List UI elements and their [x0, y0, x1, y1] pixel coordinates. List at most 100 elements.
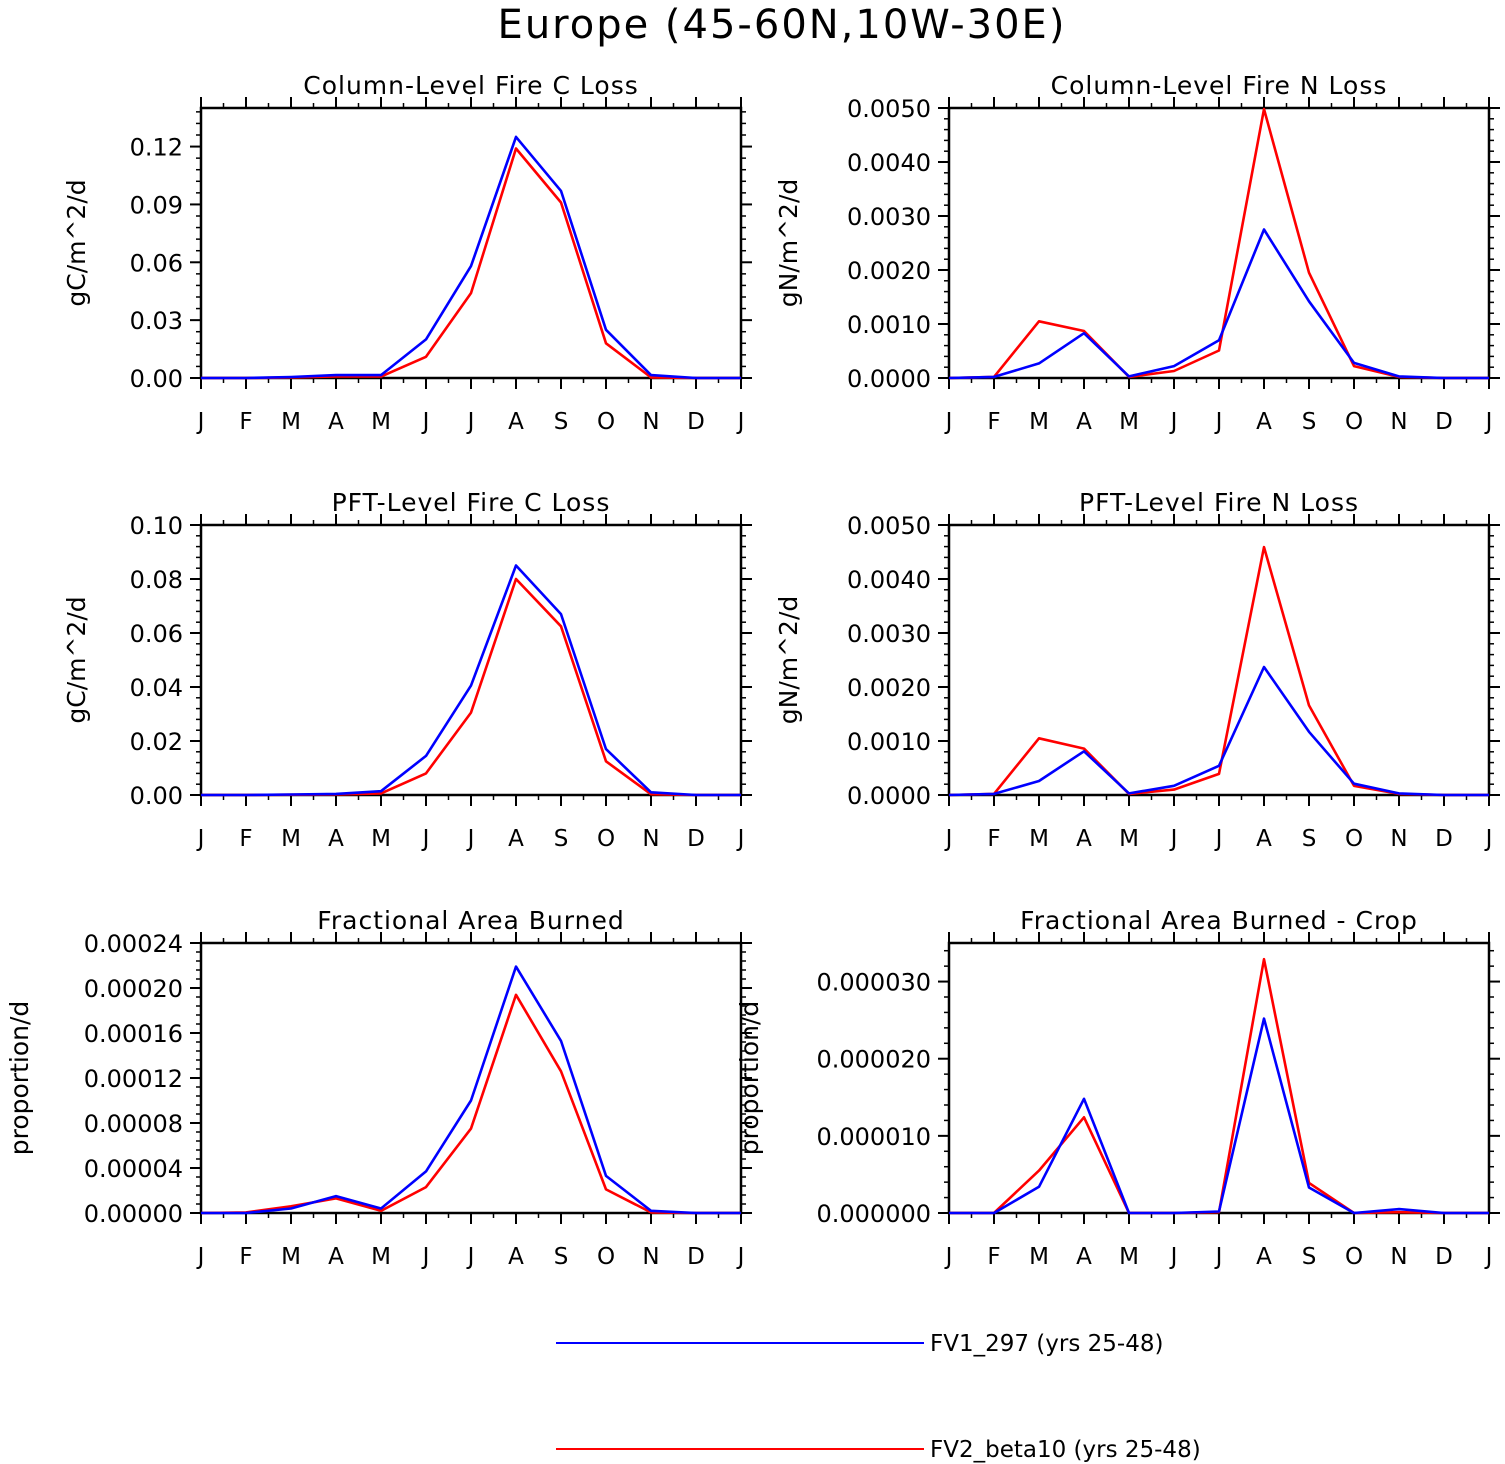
x-tick-label: A	[1256, 1244, 1272, 1270]
y-tick-label: 0.0030	[847, 620, 931, 648]
x-tick-label: J	[421, 1244, 430, 1270]
series-line-1	[201, 135, 741, 380]
y-tick-label: 0.08	[130, 566, 183, 594]
x-tick-label: M	[1119, 409, 1139, 435]
x-tick-label: A	[328, 409, 344, 435]
series-line-1	[948, 665, 1489, 797]
x-tick-label: S	[1302, 1244, 1317, 1270]
y-tick-label: 0.06	[130, 620, 183, 648]
x-tick-label: F	[239, 1244, 252, 1270]
chart-title: PFT-Level Fire C Loss	[332, 488, 611, 517]
series-line-1	[201, 965, 741, 1215]
y-tick-label: 0.000010	[816, 1123, 931, 1151]
y-tick-label: 0.0050	[847, 512, 931, 540]
figure-title: Europe (45-60N,10W-30E)	[498, 2, 1067, 48]
x-tick-label: A	[328, 1244, 344, 1270]
x-tick-label: N	[1390, 826, 1407, 852]
series-line-1	[201, 564, 741, 797]
x-tick-label: S	[554, 1244, 569, 1270]
y-tick-label: 0.00	[130, 365, 183, 393]
y-tick-label: 0.0010	[847, 311, 931, 339]
y-tick-label: 0.000000	[816, 1200, 931, 1228]
chart-panel-6: Fractional Area Burned - Crop J F M A M J J A S O N…	[735, 906, 1500, 1270]
x-tick-label: J	[736, 826, 745, 852]
x-tick-label: M	[281, 826, 301, 852]
x-tick-label: A	[1076, 826, 1092, 852]
x-tick-label: D	[687, 826, 705, 852]
x-tick-label: M	[371, 409, 391, 435]
chart-panels: Column-Level Fire C Loss J F M A M J J A S O N D J 0.0…	[5, 71, 1500, 1270]
x-tick-label: O	[1345, 409, 1363, 435]
chart-panel-3: PFT-Level Fire C Loss J F M A M J J A S O N D J 0.00 0.…	[62, 488, 752, 852]
y-tick-label: 0.0010	[847, 728, 931, 756]
x-tick-label: M	[1119, 826, 1139, 852]
x-tick-label: J	[466, 409, 475, 435]
x-tick-label: J	[1214, 826, 1223, 852]
x-tick-label: A	[1076, 409, 1092, 435]
x-tick-label: M	[1029, 409, 1049, 435]
chart-title: Fractional Area Burned	[317, 906, 624, 935]
x-tick-label: J	[421, 409, 430, 435]
x-tick-label: J	[196, 826, 205, 852]
x-tick-label: F	[987, 826, 1000, 852]
x-tick-label: F	[987, 409, 1000, 435]
y-tick-label: 0.00004	[84, 1155, 183, 1183]
y-tick-label: 0.00000	[84, 1200, 183, 1228]
chart-panel-4: PFT-Level Fire N Loss J F M A M J J A S O N D J 0.0000…	[774, 488, 1500, 852]
x-tick-label: A	[508, 826, 524, 852]
x-tick-label: N	[642, 409, 659, 435]
plot-frame	[947, 523, 1491, 797]
x-tick-label: J	[1484, 409, 1493, 435]
x-tick-label: O	[597, 1244, 615, 1270]
y-tick-label: 0.00024	[84, 930, 183, 958]
series-line-1	[949, 1017, 1489, 1215]
legend-label-2: FV2_beta10 (yrs 25-48)	[930, 1437, 1201, 1463]
y-tick-label: 0.0020	[847, 674, 931, 702]
legend: FV1_297 (yrs 25-48) FV2_beta10 (yrs 25-48…	[556, 1331, 1201, 1463]
x-tick-label: M	[371, 826, 391, 852]
y-tick-label: 0.000020	[816, 1046, 931, 1074]
plot-frame	[199, 523, 743, 797]
x-tick-label: N	[642, 1244, 659, 1270]
x-tick-label: J	[466, 1244, 475, 1270]
y-tick-label: 0.09	[130, 191, 183, 219]
x-tick-label: M	[281, 1244, 301, 1270]
x-tick-label: O	[1345, 1244, 1363, 1270]
y-tick-label: 0.00	[130, 782, 183, 810]
x-tick-label: D	[687, 1244, 705, 1270]
series-line-2	[200, 993, 741, 1215]
x-tick-label: J	[1484, 1244, 1493, 1270]
x-tick-label: J	[466, 826, 475, 852]
y-tick-label: 0.0050	[847, 95, 931, 123]
x-tick-label: A	[1256, 826, 1272, 852]
x-tick-label: N	[642, 826, 659, 852]
x-tick-label: J	[736, 409, 745, 435]
x-tick-label: A	[1076, 1244, 1092, 1270]
x-tick-label: M	[281, 409, 301, 435]
y-axis-label: gC/m^2/d	[62, 179, 91, 306]
y-tick-label: 0.0020	[847, 257, 931, 285]
y-tick-label: 0.0030	[847, 203, 931, 231]
y-axis-label: proportion/d	[735, 1001, 764, 1156]
y-tick-label: 0.00020	[84, 975, 183, 1003]
x-tick-label: A	[508, 1244, 524, 1270]
x-tick-label: A	[1256, 409, 1272, 435]
x-tick-label: D	[1435, 826, 1453, 852]
y-tick-label: 0.04	[130, 674, 183, 702]
plot-frame	[199, 106, 743, 380]
x-tick-label: J	[1169, 826, 1178, 852]
y-axis-label: gC/m^2/d	[62, 596, 91, 723]
y-axis-label: proportion/d	[5, 1001, 34, 1156]
x-tick-label: O	[597, 826, 615, 852]
x-tick-label: O	[597, 409, 615, 435]
x-tick-label: J	[944, 1244, 953, 1270]
x-tick-label: J	[1214, 1244, 1223, 1270]
y-tick-label: 0.000030	[816, 969, 931, 997]
x-tick-label: M	[1029, 1244, 1049, 1270]
x-tick-label: J	[1214, 409, 1223, 435]
series-line-1	[948, 228, 1489, 380]
x-tick-label: J	[944, 409, 953, 435]
x-tick-label: J	[421, 826, 430, 852]
x-tick-label: S	[1302, 826, 1317, 852]
